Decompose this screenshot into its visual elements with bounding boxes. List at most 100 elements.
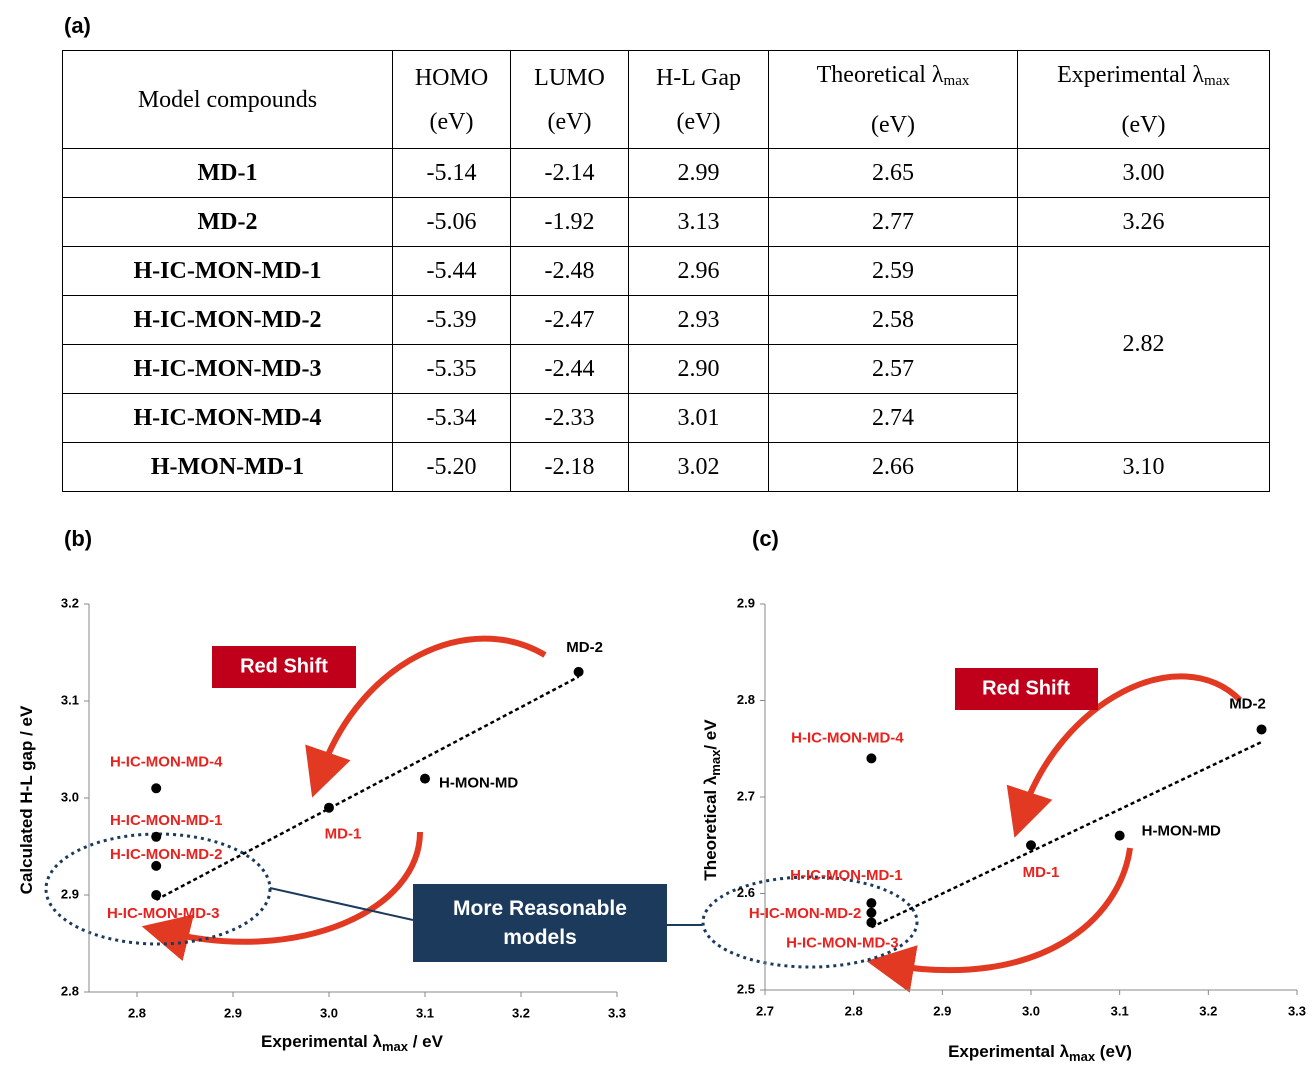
y-axis-title: Calculated H-L gap / eV <box>17 705 36 894</box>
point <box>1256 724 1267 735</box>
table-cell: 2.59 <box>768 246 1018 296</box>
table-cell: -2.33 <box>510 393 629 443</box>
x-axis-title-unit: / eV <box>408 1032 444 1051</box>
table-cell: 3.13 <box>628 197 769 247</box>
arrows <box>141 635 1243 993</box>
table-cell: 2.57 <box>768 344 1018 394</box>
header-cell: Theoretical λmax (eV) <box>768 50 1018 149</box>
header-unit: (eV) <box>676 108 721 135</box>
annotation-box <box>955 668 1098 710</box>
point <box>866 917 877 928</box>
table-cell: -5.20 <box>392 442 511 492</box>
point <box>151 831 162 842</box>
x-axis-title-text: Experimental λ <box>261 1032 382 1051</box>
y-tick-label: 2.6 <box>737 885 755 900</box>
trendline <box>155 675 580 901</box>
x-axis-title-subscript: max <box>382 1039 409 1054</box>
point <box>866 753 877 764</box>
point <box>151 783 162 794</box>
x-tick-label: 2.8 <box>128 1005 146 1020</box>
point <box>573 666 584 677</box>
x-tick-label: 2.8 <box>845 1003 863 1018</box>
table-cell: -5.14 <box>392 148 511 198</box>
table-cell: -1.92 <box>510 197 629 247</box>
table-row: H-IC-MON-MD-3 -5.35 -2.44 2.90 2.57 <box>62 344 1270 394</box>
x-tick-label: 3.3 <box>1288 1003 1306 1018</box>
annotation: Red Shift <box>982 677 1070 699</box>
x-tick-label: 3.0 <box>1022 1003 1040 1018</box>
table-cell: 3.02 <box>628 442 769 492</box>
point <box>866 907 877 918</box>
point <box>420 773 430 784</box>
header-cell: LUMO (eV) <box>510 50 629 149</box>
header-text: H-L Gap <box>655 64 742 91</box>
table-cell: -5.35 <box>392 344 511 394</box>
x-tick-label: 3.2 <box>512 1005 530 1020</box>
table-row: MD-1 -5.14 -2.14 2.99 2.65 3.00 <box>62 148 1270 198</box>
header-text: Model compounds <box>137 86 318 113</box>
table-cell: 2.65 <box>768 148 1018 198</box>
point-label: H-IC-MON-MD-2 <box>110 846 222 863</box>
point <box>866 898 877 909</box>
x-tick-label: 3.1 <box>1111 1003 1129 1018</box>
header-row: Model compounds HOMO (eV) LUMO (eV) H-L Gap (e… <box>62 50 1270 149</box>
compound-name: H-IC-MON-MD-3 <box>62 344 393 394</box>
header-cell: HOMO (eV) <box>392 50 511 149</box>
x-tick-label: 3.1 <box>416 1005 434 1020</box>
y-axis-title-unit: / eV <box>701 719 720 750</box>
header-text: HOMO <box>414 64 489 91</box>
compound-name: H-IC-MON-MD-4 <box>62 393 393 443</box>
y-axis-title-text: Theoretical λ <box>701 775 720 880</box>
x-tick-label: 3.3 <box>608 1005 626 1020</box>
point-label: MD-1 <box>1023 864 1060 881</box>
x-tick-label: 2.7 <box>756 1003 774 1018</box>
x-axis-title: Experimental λmax / eV <box>261 1032 444 1054</box>
y-tick-label: 2.9 <box>61 886 79 901</box>
table-cell: -2.14 <box>510 148 629 198</box>
header-unit: (eV) <box>871 111 915 138</box>
table-row: H-IC-MON-MD-4 -5.34 -2.33 3.01 2.74 <box>62 393 1270 443</box>
point <box>1026 840 1036 851</box>
point-label: MD-1 <box>325 826 362 843</box>
table-cell: -2.44 <box>510 344 629 394</box>
callout: More Reasonable models <box>413 884 667 962</box>
annotation-box <box>212 646 356 688</box>
header-unit: (eV) <box>429 108 474 135</box>
point <box>151 860 162 871</box>
table-cell: 2.77 <box>768 197 1018 247</box>
point-label: H-IC-MON-MD-3 <box>786 934 898 951</box>
point <box>151 890 162 900</box>
table-cell: 2.58 <box>768 295 1018 345</box>
x-axis-title: Experimental λmax (eV) <box>948 1042 1132 1064</box>
point-label: H-IC-MON-MD-2 <box>749 905 861 922</box>
table-cell: 2.96 <box>628 246 769 296</box>
header-unit: (eV) <box>1121 111 1166 138</box>
table-cell: 3.10 <box>1017 442 1270 492</box>
table-cell: -2.18 <box>510 442 629 492</box>
data-table: Model compounds HOMO (eV) LUMO (eV) H-L Gap (e… <box>62 50 1270 492</box>
y-tick-label: 2.8 <box>737 692 755 707</box>
point-label: H-IC-MON-MD-4 <box>110 753 223 770</box>
point <box>1114 830 1125 841</box>
header-unit: (eV) <box>547 108 592 135</box>
table-cell: 3.26 <box>1017 197 1270 247</box>
panel-label: (b) <box>64 526 92 551</box>
header-text: LUMO <box>534 64 605 91</box>
header-cell: Model compounds <box>62 50 393 149</box>
table-row: MD-2 -5.06 -1.92 3.13 2.77 3.26 <box>62 197 1270 247</box>
x-axis-title-subscript: max <box>1069 1049 1096 1064</box>
table-cell: 3.00 <box>1017 148 1270 198</box>
header-cell: Experimental λmax (eV) <box>1017 50 1270 149</box>
table-row: H-MON-MD-1 -5.20 -2.18 3.02 2.66 3.10 <box>62 442 1270 492</box>
table-cell: -2.47 <box>510 295 629 345</box>
panel-label: (c) <box>752 526 779 551</box>
point-label: MD-2 <box>1229 695 1266 712</box>
table-cell: -5.39 <box>392 295 511 345</box>
point-label: H-IC-MON-MD-1 <box>790 867 902 884</box>
x-axis-title-unit: (eV) <box>1095 1042 1132 1061</box>
compound-name: MD-2 <box>62 197 393 247</box>
trendline <box>870 740 1263 929</box>
compound-name: H-IC-MON-MD-2 <box>62 295 393 345</box>
